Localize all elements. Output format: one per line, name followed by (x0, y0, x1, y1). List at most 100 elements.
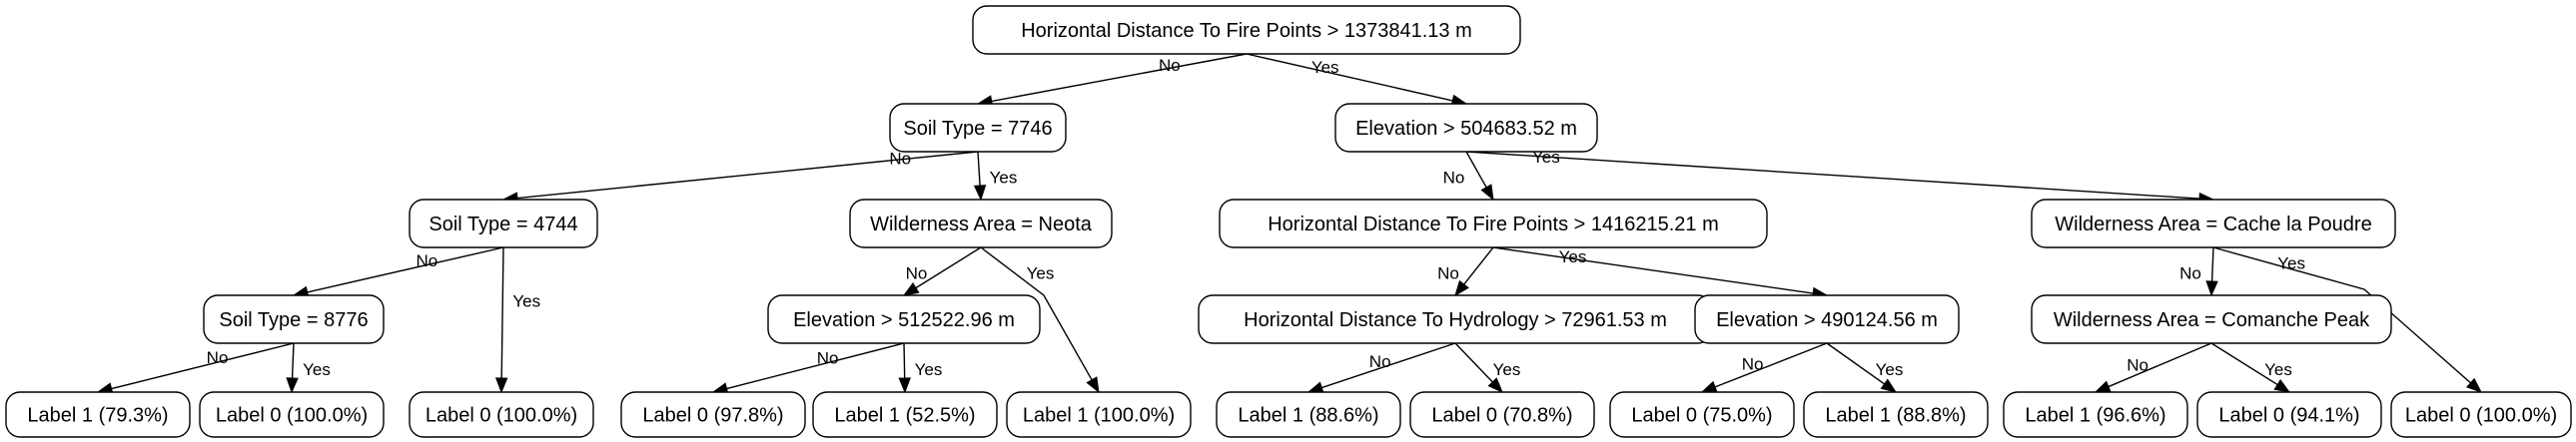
arrowhead-icon (902, 282, 920, 296)
node-box (2031, 294, 2392, 344)
leaf-node: Label 1 (52.5%) (812, 391, 998, 438)
tree-edge: Yes (286, 342, 331, 394)
leaf-node: Label 0 (100.0%) (2390, 391, 2572, 438)
decision-node: Horizontal Distance To Fire Points > 141… (1219, 199, 1768, 248)
leaf-label: Label 0 (75.0%) (1631, 405, 1772, 427)
tree-edge: Yes (1454, 342, 1520, 393)
leaf-label: Label 1 (79.3%) (27, 405, 168, 427)
leaf-label: Label 1 (100.0%) (1023, 405, 1175, 427)
arrowhead-icon (2094, 380, 2112, 393)
node-box (889, 103, 1067, 153)
node-box (812, 391, 998, 438)
node-box (409, 199, 598, 248)
tree-edge: No (711, 342, 905, 395)
node-box (620, 391, 806, 438)
edge-line (307, 246, 504, 293)
node-label: Elevation > 512522.96 m (793, 309, 1015, 331)
tree-edge: No (96, 342, 295, 395)
edge-line (516, 151, 979, 200)
decision-node: Wilderness Area = Cache la Poudre (2031, 199, 2396, 248)
tree-edge: No (1437, 246, 1494, 297)
edge-line (980, 246, 1093, 381)
node-label: Horizontal Distance To Hydrology > 72961… (1244, 309, 1667, 331)
arrowhead-icon (1086, 376, 1100, 394)
node-box (2196, 391, 2382, 438)
leaf-label: Label 0 (97.8%) (642, 405, 783, 427)
node-box (2390, 391, 2572, 438)
leaf-node: Label 1 (88.8%) (1803, 391, 1989, 438)
node-label: Wilderness Area = Cache la Poudre (2055, 214, 2371, 235)
tree-edge: No (501, 150, 979, 205)
edge-label: No (889, 150, 911, 169)
decision-node: Elevation > 504683.52 m (1334, 103, 1598, 153)
edge-label: No (817, 348, 839, 367)
leaf-label: Label 1 (52.5%) (834, 405, 975, 427)
edge-label: Yes (512, 291, 540, 310)
tree-edge: No (1700, 342, 1828, 393)
edge-label: No (1159, 56, 1181, 75)
node-box (2031, 199, 2396, 248)
edge-line (500, 246, 504, 379)
node-label: Soil Type = 7746 (903, 118, 1052, 140)
node-label: Horizontal Distance To Fire Points > 137… (1021, 20, 1472, 42)
arrowhead-icon (2273, 379, 2291, 393)
edge-label: Yes (1559, 247, 1587, 266)
leaf-label: Label 1 (88.8%) (1825, 405, 1966, 427)
leaf-label: Label 0 (100.0%) (216, 405, 368, 427)
node-box (1334, 103, 1598, 153)
edge-line (1321, 342, 1456, 389)
edge-line (1492, 246, 1814, 294)
edge-label: No (1369, 352, 1391, 371)
edge-line (991, 53, 1248, 103)
arrowhead-icon (898, 377, 911, 394)
node-label: Soil Type = 8776 (219, 309, 368, 331)
leaf-label: Label 0 (100.0%) (426, 405, 577, 427)
leaf-label: Label 1 (88.6%) (1238, 405, 1378, 427)
decision-node: Elevation > 512522.96 m (767, 294, 1041, 344)
edge-label: No (416, 251, 437, 270)
edge-label: Yes (1876, 360, 1904, 379)
edge-line (2210, 342, 2278, 386)
leaf-label: Label 0 (94.1%) (2218, 405, 2359, 427)
node-box (199, 391, 385, 438)
node-label: Wilderness Area = Comanche Peak (2054, 309, 2370, 331)
decision-node: Wilderness Area = Comanche Peak (2031, 294, 2392, 344)
edge-label: No (2127, 356, 2148, 375)
edge-line (2108, 342, 2212, 388)
leaf-label: Label 1 (96.6%) (2025, 405, 2165, 427)
edge-line (291, 342, 295, 379)
tree-edge: Yes (1826, 342, 1904, 393)
edge-line (2210, 246, 2214, 282)
arrowhead-icon (286, 377, 299, 394)
edge-line (903, 342, 906, 379)
node-label: Soil Type = 4744 (429, 214, 577, 235)
node-box (767, 294, 1041, 344)
leaf-node: Label 0 (94.1%) (2196, 391, 2382, 438)
leaf-node: Label 1 (88.6%) (1216, 391, 1401, 438)
node-box (1216, 391, 1401, 438)
tree-edge: No (292, 246, 504, 298)
edge-line (1454, 342, 1493, 383)
edge-label: No (1437, 264, 1459, 283)
arrowhead-icon (494, 377, 508, 394)
arrowhead-icon (2205, 280, 2218, 297)
leaf-node: Label 1 (79.3%) (5, 391, 191, 438)
node-box (1219, 199, 1768, 248)
leaf-node: Label 0 (75.0%) (1609, 391, 1795, 438)
tree-edge: Yes (2210, 342, 2292, 393)
node-box (1409, 391, 1595, 438)
leaf-node: Label 0 (100.0%) (199, 391, 385, 438)
leaf-node: Label 0 (97.8%) (620, 391, 806, 438)
edge-label: Yes (1027, 264, 1055, 283)
node-box (203, 294, 385, 344)
edge-line (977, 151, 981, 187)
edge-label: Yes (915, 360, 943, 379)
leaf-label: Label 0 (100.0%) (2405, 405, 2557, 427)
node-box (849, 199, 1113, 248)
leaf-node: Label 1 (96.6%) (2003, 391, 2188, 438)
node-label: Wilderness Area = Neota (870, 214, 1093, 235)
node-box (1803, 391, 1989, 438)
decision-node: Horizontal Distance To Hydrology > 72961… (1198, 294, 1713, 344)
tree-edge: Yes (898, 342, 943, 394)
